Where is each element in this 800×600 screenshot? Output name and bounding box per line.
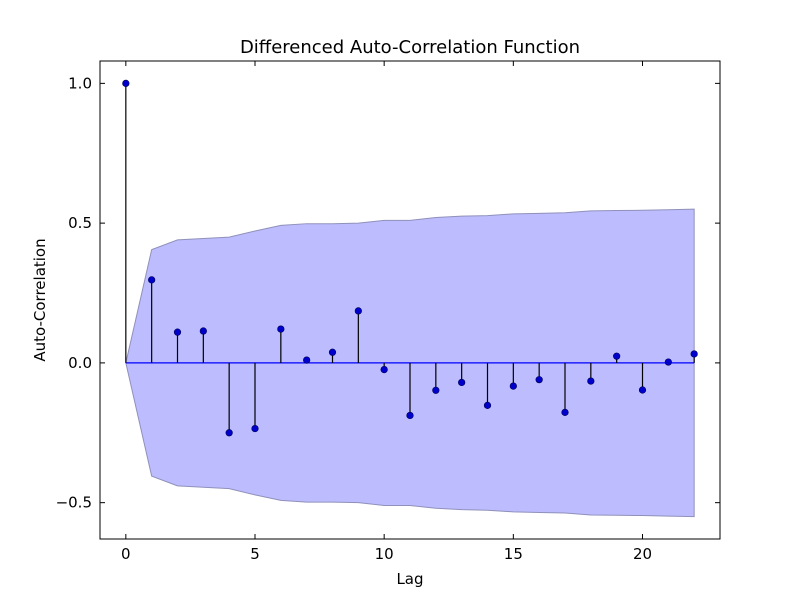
y-tick-label: 1.0 <box>68 74 92 92</box>
acf-point-lag-8 <box>328 348 337 356</box>
acf-point-lag-22 <box>690 350 698 358</box>
acf-point-lag-20 <box>638 386 647 394</box>
y-tick-label: 0.0 <box>68 354 92 372</box>
acf-point-lag-16 <box>535 376 543 384</box>
x-tick-label: 0 <box>121 545 131 563</box>
y-axis-label: Auto-Correlation <box>31 238 49 361</box>
x-tick-label: 5 <box>250 545 260 563</box>
x-tick-label: 20 <box>633 545 652 563</box>
acf-point-lag-21 <box>664 358 672 366</box>
acf-point-lag-2 <box>173 328 182 336</box>
acf-point-lag-5 <box>251 424 259 433</box>
acf-point-lag-17 <box>561 408 569 416</box>
x-tick-label: 15 <box>504 545 523 563</box>
y-tick-label: 0.5 <box>68 214 92 232</box>
acf-point-lag-6 <box>277 325 285 333</box>
acf-point-lag-9 <box>354 307 362 315</box>
acf-point-lag-0 <box>122 79 130 87</box>
plot-frame <box>99 60 721 540</box>
plot-area: 0 5 10 15 20 −0.5 0.0 0.5 1.0 <box>56 60 721 563</box>
acf-point-lag-19 <box>613 352 621 360</box>
acf-point-lag-14 <box>483 401 492 409</box>
acf-point-lag-1 <box>148 276 156 284</box>
acf-point-lag-13 <box>458 378 466 387</box>
acf-point-lag-4 <box>225 429 233 437</box>
acf-point-lag-3 <box>199 327 207 335</box>
chart-title: Differenced Auto-Correlation Function <box>240 37 580 58</box>
acf-point-lag-11 <box>406 411 414 420</box>
acf-point-lag-12 <box>432 386 440 394</box>
acf-point-lag-18 <box>587 377 595 385</box>
y-tick-label: −0.5 <box>56 494 92 512</box>
x-tick-label: 10 <box>375 545 394 563</box>
acf-point-lag-15 <box>509 382 517 390</box>
x-axis-label: Lag <box>396 570 423 588</box>
acf-point-lag-10 <box>380 366 388 374</box>
acf-point-lag-7 <box>303 356 311 364</box>
